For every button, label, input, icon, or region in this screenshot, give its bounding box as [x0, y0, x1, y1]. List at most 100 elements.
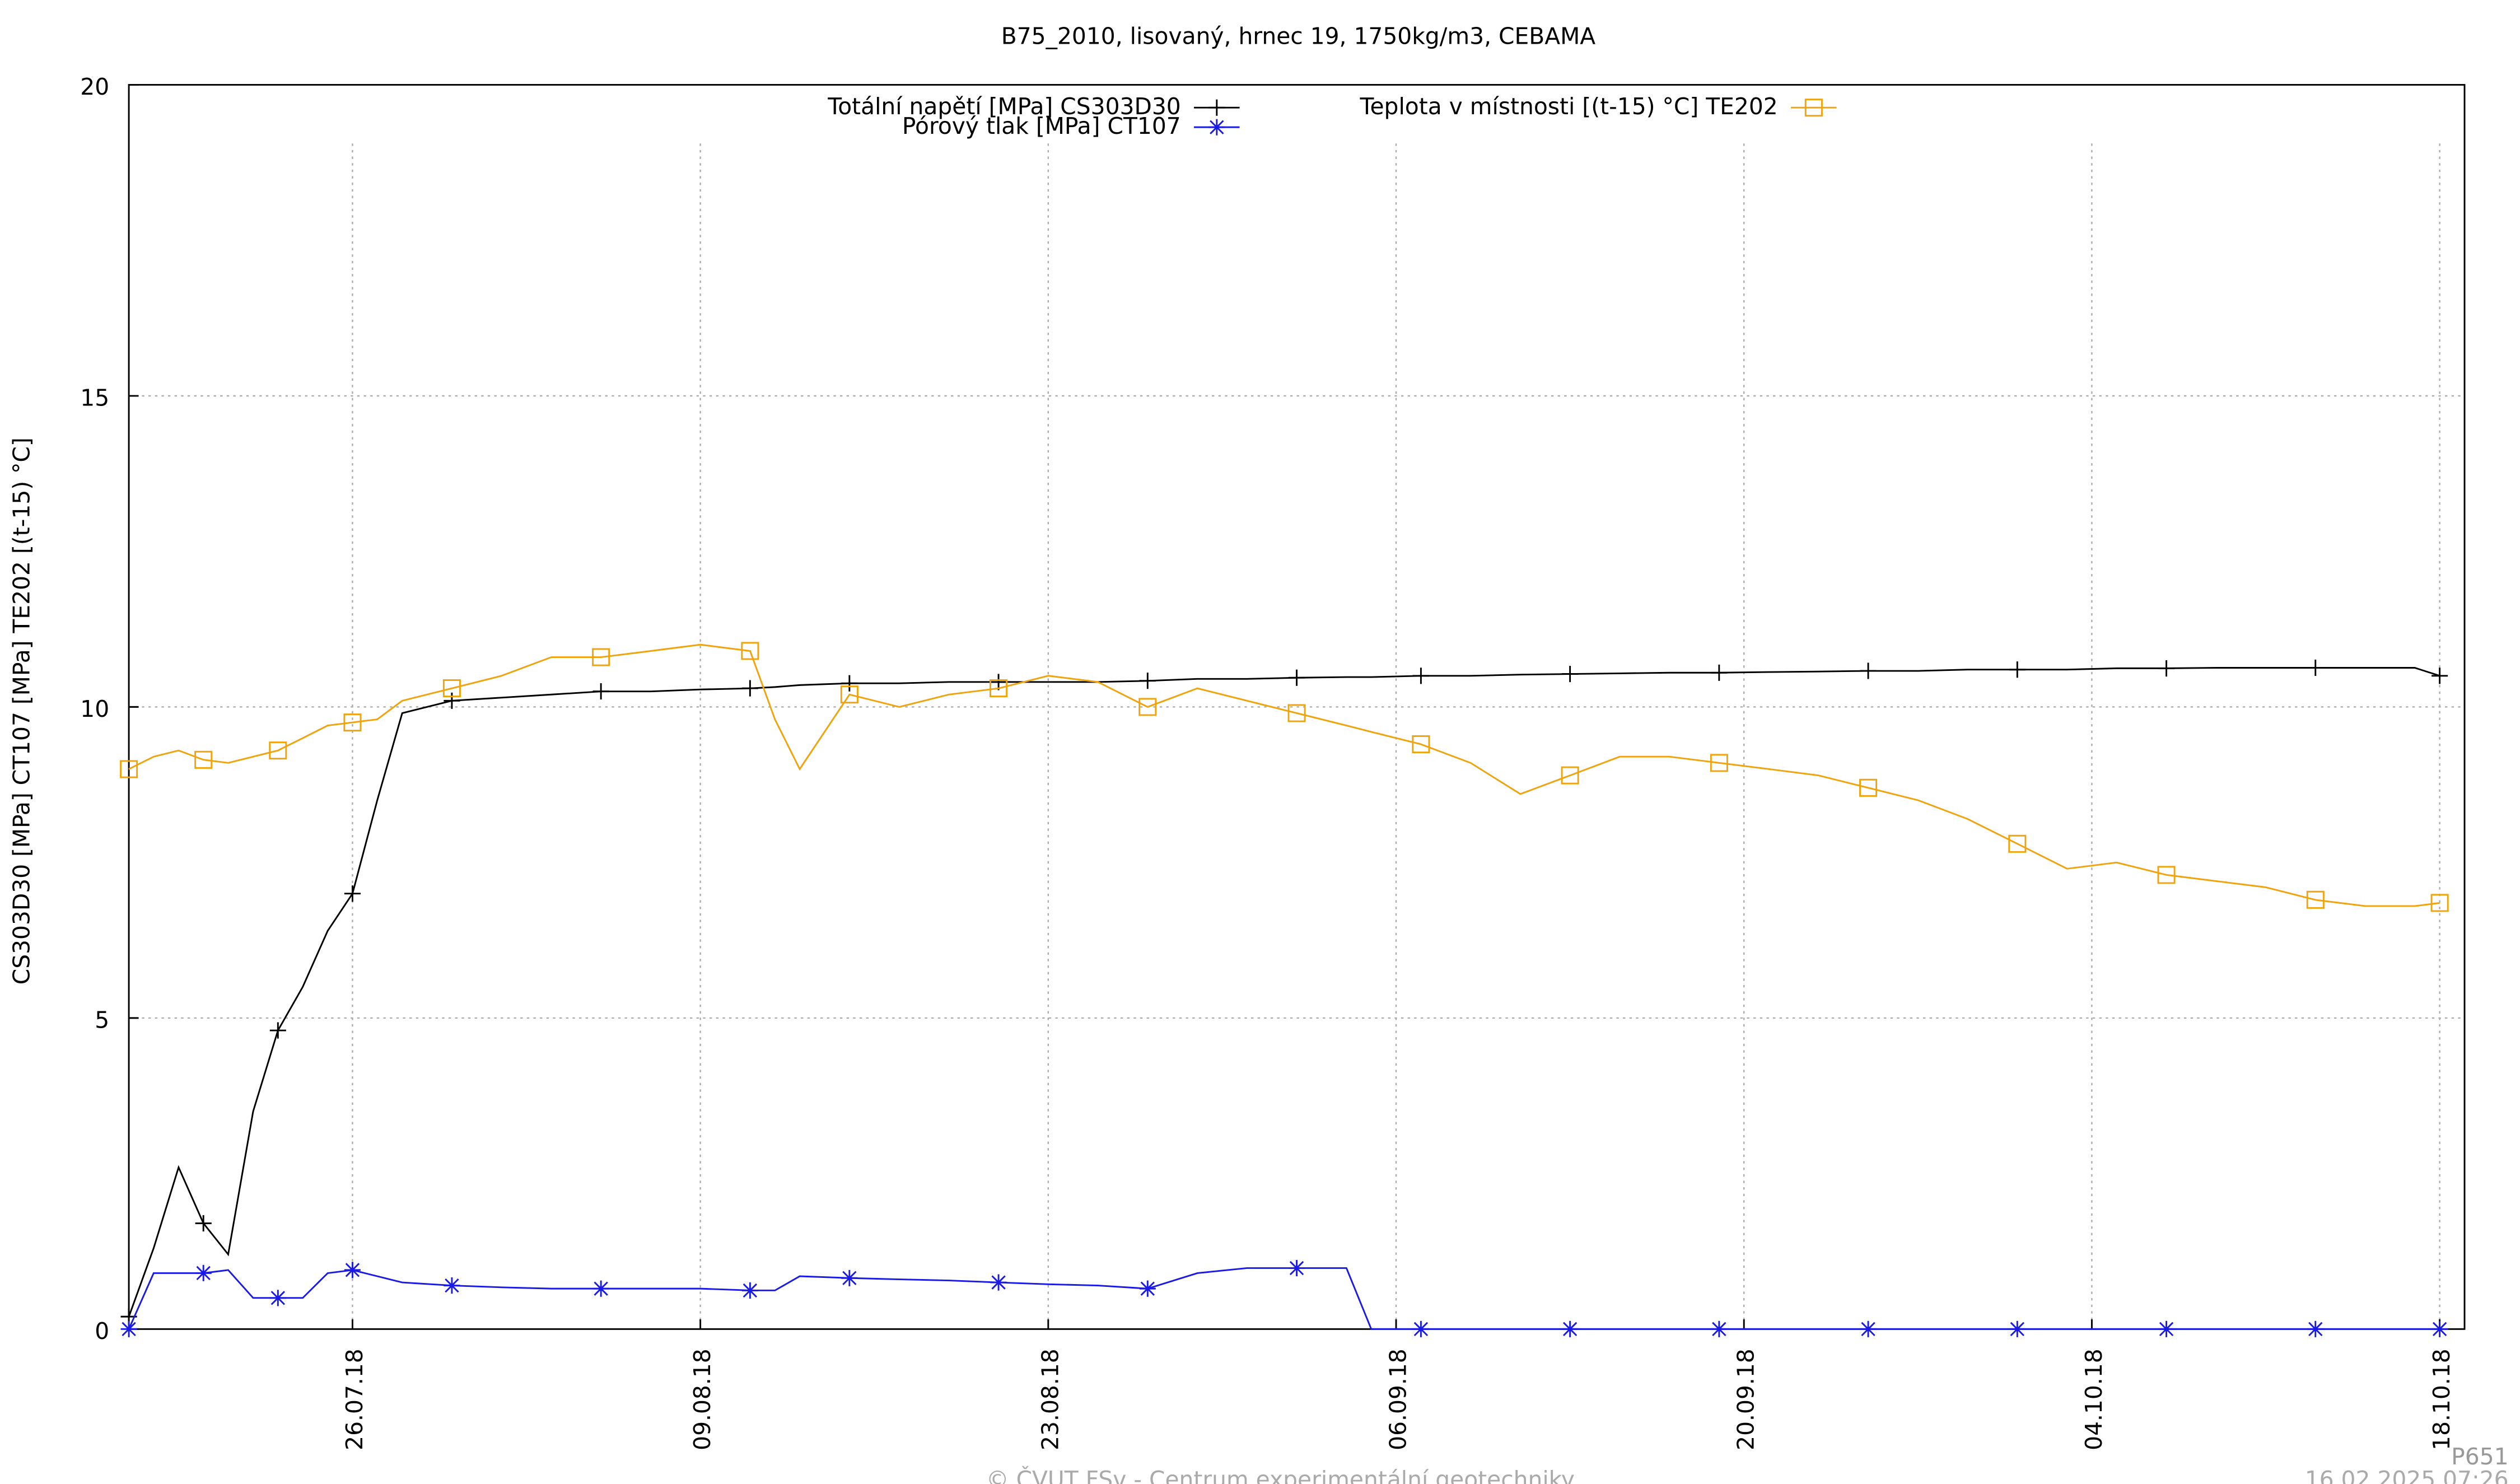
marker — [841, 675, 858, 692]
series-line — [128, 643, 2440, 907]
marker-shape — [592, 648, 610, 666]
marker — [2307, 659, 2324, 676]
marker-shape — [2009, 1320, 2026, 1337]
marker-shape — [1208, 119, 1225, 136]
marker — [990, 674, 1007, 690]
marker-shape — [1139, 673, 1156, 689]
marker — [741, 642, 759, 660]
legend-label: Teplota v místnosti [(t-15) °C] TE202 — [1360, 93, 1778, 120]
marker-shape — [2157, 866, 2176, 884]
marker — [2009, 661, 2026, 678]
marker-shape — [1804, 99, 1823, 117]
series-line — [128, 667, 2440, 1317]
marker-shape — [444, 1277, 460, 1294]
marker-shape — [2158, 660, 2175, 677]
marker-shape — [2158, 1320, 2175, 1337]
marker — [344, 885, 361, 902]
marker — [990, 1274, 1007, 1291]
marker — [1804, 99, 1823, 117]
marker — [1860, 1320, 1877, 1337]
marker-shape — [1711, 1320, 1728, 1337]
marker-shape — [269, 1022, 286, 1039]
y-tick-label: 10 — [80, 696, 109, 722]
marker-shape — [990, 679, 1008, 698]
marker-shape — [990, 674, 1007, 690]
x-tick-label: 18.10.18 — [2428, 1348, 2455, 1450]
y-tick-label: 0 — [95, 1318, 109, 1345]
marker-shape — [1139, 1280, 1156, 1297]
marker-shape — [343, 713, 362, 732]
marker-shape — [1208, 99, 1225, 116]
marker — [2432, 668, 2448, 684]
marker-shape — [1288, 1259, 1305, 1277]
chart-title: B75_2010, lisovaný, hrnec 19, 1750kg/m3,… — [1001, 23, 1596, 50]
marker — [1139, 673, 1156, 689]
marker — [990, 679, 1008, 698]
marker — [1412, 668, 1429, 684]
marker — [1287, 704, 1306, 722]
marker-shape — [840, 685, 858, 704]
marker — [1288, 1259, 1305, 1277]
y-tick-label: 20 — [80, 73, 109, 100]
marker — [120, 760, 138, 778]
marker-shape — [1412, 735, 1430, 754]
marker — [442, 679, 461, 698]
marker — [444, 1277, 460, 1294]
y-tick-label: 15 — [80, 384, 109, 411]
marker-shape — [592, 1280, 609, 1297]
marker-shape — [344, 1262, 361, 1278]
marker-shape — [1561, 766, 1579, 785]
x-tick-label: 26.07.18 — [341, 1348, 368, 1450]
marker — [2009, 1320, 2026, 1337]
marker — [269, 741, 287, 760]
marker-shape — [2009, 661, 2026, 678]
marker-shape — [1562, 1320, 1579, 1337]
marker-shape — [592, 683, 609, 700]
marker-shape — [1710, 754, 1728, 772]
marker-shape — [269, 741, 287, 760]
marker — [195, 1264, 212, 1281]
marker-shape — [344, 885, 361, 902]
watermark: P651 — [2451, 1443, 2508, 1470]
y-axis-label: CS303D30 [MPa] CT107 [MPa] TE202 [(t-15)… — [8, 437, 35, 984]
marker-shape — [1859, 778, 1878, 797]
marker-shape — [741, 680, 758, 697]
marker-shape — [269, 1290, 286, 1306]
marker-shape — [841, 675, 858, 692]
marker — [1412, 735, 1430, 754]
marker — [343, 713, 362, 732]
marker-shape — [2306, 890, 2325, 909]
marker-shape — [1412, 1320, 1429, 1337]
marker — [2157, 866, 2176, 884]
marker — [2008, 834, 2027, 853]
marker — [1412, 1320, 1429, 1337]
x-tick-label: 04.10.18 — [2080, 1348, 2107, 1450]
x-tick-label: 23.08.18 — [1037, 1348, 1063, 1450]
x-tick-label: 09.08.18 — [689, 1348, 716, 1450]
marker-shape — [1860, 662, 1877, 679]
marker — [741, 680, 758, 697]
marker — [1710, 754, 1728, 772]
marker-shape — [1288, 669, 1305, 686]
legend-label: Totální napětí [MPa] CS303D30 — [827, 93, 1181, 120]
marker-shape — [2432, 1320, 2448, 1337]
marker — [1562, 1320, 1579, 1337]
marker-shape — [120, 1320, 137, 1337]
x-tick-label: 20.09.18 — [1733, 1348, 1760, 1450]
legend-label: Pórový tlak [MPa] CT107 — [902, 113, 1181, 139]
timestamp: 16.02.2025 07:26 — [2305, 1466, 2509, 1484]
marker — [1288, 669, 1305, 686]
marker — [1561, 766, 1579, 785]
marker-shape — [741, 642, 759, 660]
marker — [269, 1022, 286, 1039]
marker — [1711, 664, 1728, 681]
marker — [841, 1270, 858, 1286]
marker — [269, 1290, 286, 1306]
marker-shape — [1287, 704, 1306, 722]
marker-shape — [442, 679, 461, 698]
marker — [592, 1280, 609, 1297]
marker-shape — [1412, 668, 1429, 684]
y-tick-label: 5 — [95, 1006, 109, 1033]
marker-shape — [195, 1264, 212, 1281]
